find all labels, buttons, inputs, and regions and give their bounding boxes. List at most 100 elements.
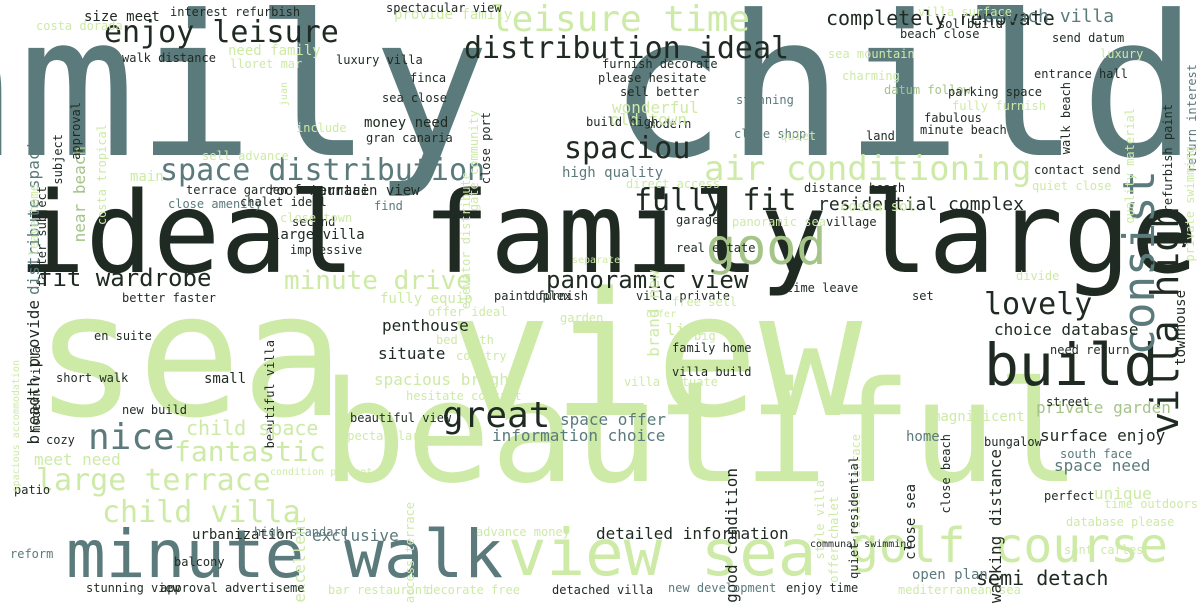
word-minute-beach: minute beach: [920, 123, 1007, 137]
word-modern: modern: [648, 117, 692, 131]
word-high-quality: high quality: [562, 165, 664, 181]
word-walk-distance: walk distance: [122, 51, 216, 65]
word-patio: patio: [14, 483, 51, 497]
word-minute-drive: minute drive: [284, 266, 472, 296]
word-finca: finca: [410, 71, 447, 85]
word-sol-build: sol build: [938, 17, 1004, 31]
word-database-please: database please: [1066, 515, 1175, 529]
word-juan: juan: [279, 82, 290, 107]
word-entrance-hall: entrance hall: [1034, 67, 1128, 81]
word-space-need: space need: [1054, 456, 1151, 475]
word-fully-equip: fully equip: [380, 291, 473, 307]
word-new-development: new development: [668, 581, 777, 595]
word-build-high: build high: [586, 115, 659, 129]
word-near-beach: near beach: [70, 146, 89, 243]
word-cozy: cozy: [46, 433, 75, 447]
word-build: build: [984, 331, 1159, 399]
word-child-space: child space: [186, 416, 319, 440]
word-modern-villa: modern villa: [29, 346, 43, 433]
word-chalet-ideal: chalet ideal: [240, 195, 327, 209]
word-sea-close: sea close: [382, 91, 448, 105]
word-street: street: [1046, 395, 1090, 409]
word-en-suite: en suite: [94, 329, 152, 343]
word-walk-beach: walk beach: [1059, 82, 1073, 155]
word-please-hesitate: please hesitate: [598, 71, 707, 85]
word-need-return: need return: [1050, 343, 1130, 357]
word-send-datum: send datum: [1052, 31, 1125, 45]
word-walking-distance: walking distance: [986, 448, 1005, 603]
word-private-swimming: private swimming: [1183, 146, 1197, 262]
word-datum-follow: datum follow: [884, 83, 971, 97]
word-surface-enjoy: surface enjoy: [1040, 426, 1166, 445]
word-penthouse: penthouse: [382, 316, 469, 335]
word-enjoy-leisure: enjoy leisure: [104, 15, 339, 50]
word-distance-beach: distance beach: [804, 181, 906, 195]
word-semi-detach: semi detach: [976, 566, 1109, 590]
word-mediterranean-sea: mediterranean sea: [898, 583, 1021, 597]
word-sea-mountain: sea mountain: [828, 47, 915, 61]
word-real-estate: real estate: [676, 241, 756, 255]
word-provide-family: provide family: [394, 7, 513, 23]
word-approval: approval: [69, 102, 83, 160]
word-free-sell: free sell: [672, 295, 738, 309]
word-unique: unique: [1094, 484, 1152, 503]
word-divide: divide: [1016, 269, 1060, 283]
word-distribution-ideal: distribution ideal: [464, 31, 790, 66]
word-decorate-free: decorate free: [426, 583, 520, 597]
word-small: small: [204, 371, 247, 387]
word-garden: garden: [560, 311, 604, 325]
word-spectacular: spectacular: [340, 429, 420, 443]
word-south-face: south face: [1060, 447, 1133, 461]
word-main: main: [130, 169, 164, 185]
word-choice-database: choice database: [994, 320, 1139, 339]
word-close-beach: close beach: [939, 434, 953, 514]
word-impressive: impressive: [290, 243, 363, 257]
word-set: set: [912, 289, 934, 303]
word-fabulous: fabulous: [924, 111, 982, 125]
word-furnish-decorate: furnish decorate: [602, 57, 718, 71]
word-family-home: family home: [672, 341, 752, 355]
word-panoramic-sea: panoramic sea: [732, 215, 826, 229]
word-balcony: balcony: [174, 555, 225, 569]
word-garage: garage: [676, 213, 720, 227]
word-fit-wardrobe: fit wardrobe: [38, 264, 212, 292]
word-quiet-close: quiet close: [1032, 179, 1112, 193]
word-bed-bath: bed bath: [436, 333, 494, 347]
word-interest-refurbish: interest refurbish: [170, 5, 301, 19]
word-quiet-residential: quiet residential: [847, 456, 861, 579]
word-reform: reform: [10, 547, 54, 561]
word-private-garden: private garden: [1036, 398, 1171, 417]
word-luxury: luxury: [1100, 47, 1144, 61]
word-live: live: [666, 320, 705, 339]
word-offer: offer: [646, 309, 677, 320]
word-roof-terrace: roof terrace: [268, 183, 370, 199]
word-fully-furnish: fully furnish: [952, 99, 1046, 113]
word-better-faster: better faster: [122, 291, 216, 305]
word-golf-course: golf course: [850, 518, 1168, 574]
word-duplex: duplex: [528, 289, 572, 303]
word-nice: nice: [88, 417, 175, 458]
word-new-build: new build: [122, 403, 188, 417]
word-enjoy-time: enjoy time: [786, 581, 859, 595]
word-panoramic-view: panoramic view: [546, 266, 749, 294]
word-beautiful-view: beautiful view: [350, 411, 452, 425]
word-land: land: [866, 129, 895, 143]
word-beach-close: beach close: [900, 27, 980, 41]
word-high-standard: high standard: [254, 525, 348, 539]
word-paint-furnish: paint furnish: [494, 289, 588, 303]
word-include: include: [296, 121, 347, 135]
word-mountain-view: mountain view: [310, 183, 420, 199]
word-parking-space: parking space: [948, 85, 1042, 99]
word-great: great: [442, 395, 551, 436]
word-costa-dorada: costa dorada: [36, 19, 123, 33]
word-large: large: [860, 169, 1198, 299]
word-village: village: [826, 215, 877, 229]
word-beautiful: beautiful: [322, 352, 1081, 515]
word-big: big: [694, 329, 716, 343]
word-completely-renovate: completely renovate: [826, 6, 1055, 30]
word-sea-view: sea view: [34, 255, 863, 456]
word-spacious-bright: spacious bright: [374, 370, 519, 389]
word-spaciou: spaciou: [564, 131, 691, 166]
word-gran-canaria: gran canaria: [366, 131, 453, 145]
